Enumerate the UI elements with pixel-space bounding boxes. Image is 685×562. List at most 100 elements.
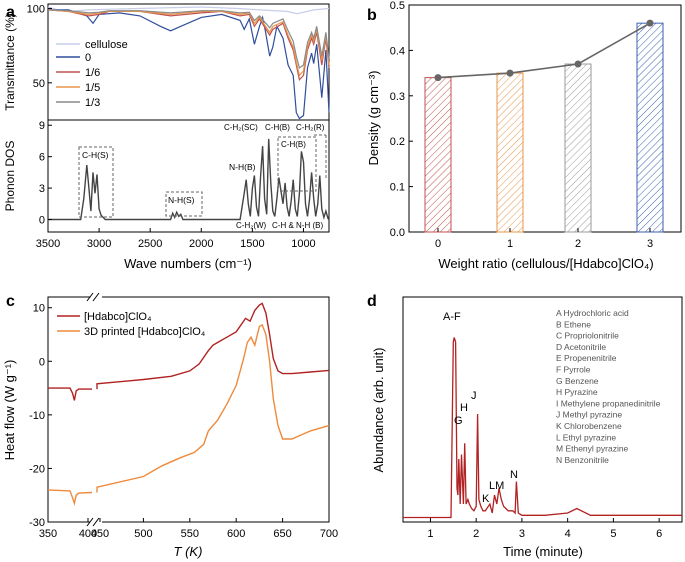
bar-2 [564,63,592,233]
a-xtick-label: 3000 [87,238,111,250]
density-point-3 [646,19,654,27]
peak-label-lm: LM [489,480,504,492]
c-xtick-label: 350 [39,528,57,540]
panel-c-legend: [Hdabco]ClO₄ 3D printed [Hdabco]ClO₄ [57,311,206,338]
peak-label-h: H [460,402,468,414]
annotation-ch-nh-b: C-H & N-H (B) [272,221,323,230]
legend-label-1-5: 1/5 [85,82,100,94]
line-chromatogram [403,337,682,519]
annotation-ch2-sc: C-H₂(SC) [224,123,258,132]
b-ytick-label: 0.1 [390,182,405,194]
panel-label-b: b [367,7,377,24]
b-ytick-label: 0.2 [390,136,405,148]
panel-a-bottom-frame [47,119,330,233]
panel-a-top-series [47,6,330,120]
d-xtick-label: 4 [565,528,571,540]
line-c-1-low [47,489,93,506]
compound-item: F Pyrrole [556,365,591,375]
a-xtick-label: 2500 [138,238,162,250]
line-a-top-1-3 [47,9,330,69]
legend-label-0: 0 [85,52,91,64]
annotation-ch-b-box: C-H(B) [281,140,306,149]
c-xtick-label: 500 [134,528,152,540]
panel-d-frame [402,296,683,523]
c-xtick-label: 700 [320,528,338,540]
panel-a-bottom-series [48,138,330,221]
c-xtick-label: 650 [273,528,291,540]
peak-label-n: N [510,469,518,481]
panel-a-legend: cellulose 0 1/6 1/5 1/3 [56,39,128,109]
panel-d-ylabel: Abundance (arb. unit) [371,347,386,472]
a-xtick-label: 3500 [36,238,60,250]
compound-item: A Hydrochloric acid [556,308,629,318]
a-bottom-ytick-label: 0 [39,215,45,227]
density-point-1 [506,69,514,77]
panel-d-ticks: 1 2 3 4 5 6 [427,518,662,540]
c-ytick-label: -30 [29,517,45,529]
d-xtick-label: 2 [473,528,479,540]
line-c-1-high [96,323,330,493]
panel-c-frame [47,296,330,523]
axis-break-bottom-2 [92,517,100,527]
annotation-box-nh-s [165,191,203,217]
bar-1 [496,72,524,233]
c-ytick-label: -10 [29,410,45,422]
c-xtick-label: 400 [79,528,97,540]
panel-label-d: d [367,293,377,310]
c-xtick-label: 550 [181,528,199,540]
line-a-top-0 [48,9,330,120]
peak-label-g: G [454,415,463,427]
annotation-box-ch-s [78,146,114,218]
bar-3 [636,22,664,233]
line-c-0-high [96,302,330,390]
legend-label-3d-printed: 3D printed [Hdabco]ClO₄ [84,326,206,338]
line-a-top-1-5 [47,9,330,77]
d-xtick-label: 5 [610,528,616,540]
a-xtick-label: 2000 [189,238,213,250]
panel-d-series [403,337,682,519]
axis-break-top-1 [86,292,94,302]
panel-a: 100 50 0 3 6 9 3500 3000 2500 2000 1500 1000 Transm… [3,3,330,271]
panel-c-xlabel: T (K) [174,544,203,559]
a-bottom-ytick-label: 9 [39,120,45,132]
annotation-ch-s: C-H(S) [82,150,109,160]
c-xtick-label: 450 [91,528,109,540]
peak-label-k: K [482,493,490,505]
c-ytick-label: 10 [33,303,45,315]
compound-item: H Pyrazine [556,387,598,397]
density-point-2 [574,60,582,68]
compound-item: B Ethene [556,319,591,329]
b-xtick-label: 0 [435,238,441,250]
a-bottom-ytick-label: 3 [39,183,45,195]
d-xtick-label: 6 [656,528,662,540]
panel-a-top-ylabel: Transmittance (%) [3,13,17,111]
b-xtick-label: 1 [507,238,513,250]
line-phonon-dos [48,138,330,221]
b-ytick-label: 0.5 [390,0,405,12]
panel-a-bottom-ylabel: Phonon DOS [3,141,17,212]
compound-item: N Benzonitrile [556,455,609,465]
panel-b: 0.00.10.20.30.40.50 1 2 3 Density (g cm⁻³) … [366,0,682,271]
a-xtick-label: 1000 [291,238,315,250]
a-top-ytick-label: 100 [27,3,45,15]
compound-item: G Benzene [556,376,599,386]
axis-break-top-2 [92,292,100,302]
compound-item: M Ethenyl pyrazine [556,444,629,454]
b-xtick-label: 2 [575,238,581,250]
annotation-box-ch-b [277,136,317,192]
compound-item: K Chlorobenzene [556,421,622,431]
line-c-0-low [48,387,92,401]
b-xtick-label: 3 [647,238,653,250]
annotation-nh-b: N-H(B) [229,162,256,172]
compound-item: J Methyl pyrazine [556,410,622,420]
panel-a-ticks: 100 50 0 3 6 9 3500 3000 2500 2000 1500 1000 [27,3,316,250]
panel-d: 1 2 3 4 5 6 Abundance (arb. unit) Time (minut… [371,296,683,559]
legend-label-1-6: 1/6 [85,67,100,79]
a-top-ytick-label: 50 [33,78,45,90]
annotation-ch-b-top: C-H(B) [265,123,290,132]
panel-b-ticks: 0.0 0.1 0.2 0.3 0.4 0.5 0 1 2 3 [390,0,653,250]
panel-a-xlabel: Wave numbers (cm⁻¹) [124,256,252,271]
density-point-0 [434,74,442,82]
